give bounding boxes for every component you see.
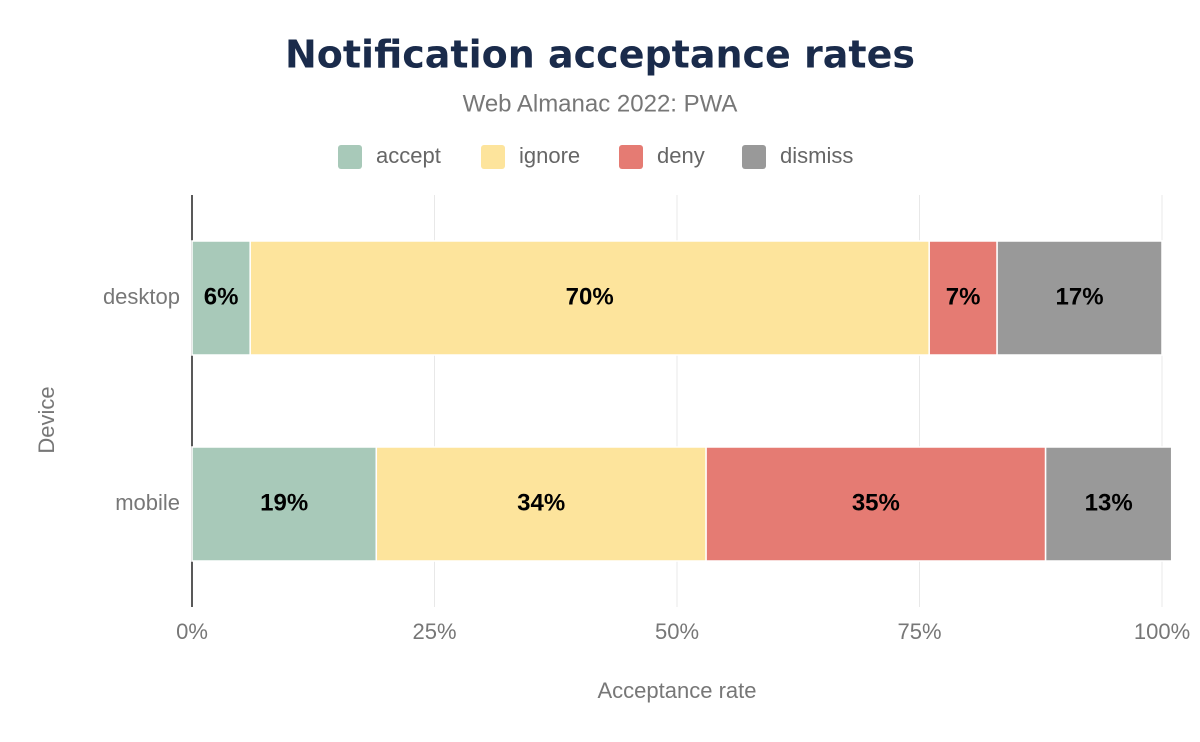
legend-swatch [619, 145, 643, 169]
bar-segment [705, 446, 1047, 562]
legend-item: accept [338, 143, 441, 169]
legend-item: dismiss [742, 143, 853, 169]
x-tick-label: 100% [1134, 619, 1190, 644]
legend-swatch [481, 145, 505, 169]
chart-subtitle: Web Almanac 2022: PWA [463, 90, 738, 117]
y-tick-label: desktop [103, 284, 180, 309]
legend-item: deny [619, 143, 705, 169]
bar-segment [996, 240, 1163, 356]
data-label: 34% [517, 489, 565, 516]
data-label: 13% [1085, 489, 1133, 516]
chart-title: Notification acceptance rates [285, 33, 915, 77]
data-label: 17% [1056, 283, 1104, 310]
data-label: 35% [852, 489, 900, 516]
data-label: 70% [566, 283, 614, 310]
bar-segment [375, 446, 707, 562]
y-tick-label: mobile [115, 490, 180, 515]
x-tick-label: 50% [655, 619, 699, 644]
x-tick-label: 0% [176, 619, 208, 644]
bar-segment [191, 446, 378, 562]
data-label: 6% [204, 283, 239, 310]
x-tick-label: 75% [897, 619, 941, 644]
legend-swatch [742, 145, 766, 169]
legend-item: ignore [481, 143, 580, 169]
bar-segment [1044, 446, 1173, 562]
data-label: 19% [260, 489, 308, 516]
legend-label: accept [376, 143, 441, 168]
legend-label: ignore [519, 143, 580, 168]
bar-segment [191, 240, 251, 356]
x-tick-label: 25% [412, 619, 456, 644]
y-axis-title: Device [34, 386, 59, 453]
x-axis-title: Acceptance rate [598, 678, 757, 703]
data-label: 7% [946, 283, 981, 310]
legend-label: deny [657, 143, 705, 168]
legend-label: dismiss [780, 143, 853, 168]
legend-swatch [338, 145, 362, 169]
